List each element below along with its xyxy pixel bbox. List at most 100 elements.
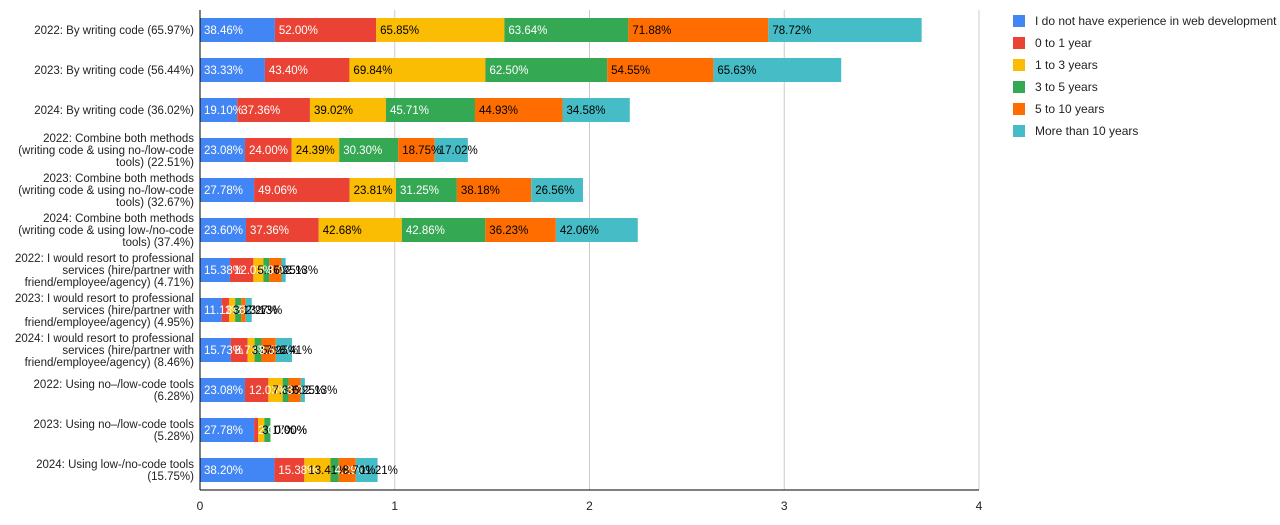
bar-segment <box>456 178 532 202</box>
bar-segment <box>401 218 486 242</box>
legend-item: 5 to 10 years <box>1013 98 1280 120</box>
data-label: 3.03% <box>267 265 300 277</box>
category-label-line: services (hire/partner with <box>62 345 194 357</box>
category-label-line: (writing code & using low-/no-code <box>18 225 194 237</box>
data-label: 37.36% <box>250 225 289 237</box>
category-label: 2024: I would resort to professional serv… <box>15 333 194 369</box>
data-label: 8.73% <box>235 345 268 357</box>
bar-segment <box>555 218 638 242</box>
bar-segment <box>485 58 608 82</box>
bar-segment <box>349 58 486 82</box>
legend-swatch <box>1013 81 1025 93</box>
bar-segment <box>253 258 264 282</box>
data-label: 42.68% <box>323 225 362 237</box>
bar-segment <box>269 258 282 282</box>
data-label: 33.33% <box>204 65 243 77</box>
data-labels: 38.46% 52.00% 65.85% 63.64% 71.88% 78.72% 33.3… <box>204 25 811 477</box>
data-label: 24.39% <box>296 145 335 157</box>
data-label: 65.85% <box>380 25 419 37</box>
bar-segment <box>254 178 350 202</box>
x-tick-label: 0 <box>197 499 204 513</box>
category-label: 2023: I would resort to professional serv… <box>15 293 194 329</box>
x-tick-label: 3 <box>781 499 788 513</box>
data-label: 23.08% <box>204 385 243 397</box>
category-label-line: (writing code & using no-/low-code <box>18 145 194 157</box>
bar-segment <box>398 138 435 162</box>
data-label: 7.25% <box>266 345 299 357</box>
bar-segment <box>713 58 842 82</box>
bar-segment <box>200 218 246 242</box>
category-label: 2023: Combine both methods (writing code … <box>18 173 194 209</box>
data-label: 39.02% <box>314 105 353 117</box>
data-label: 2.13% <box>286 265 319 277</box>
data-label: 8.41% <box>280 345 313 357</box>
data-label: 12.03% <box>249 385 288 397</box>
bar-segment <box>229 258 254 282</box>
x-tick-label: 2 <box>586 499 593 513</box>
category-label-line: tools) (22.51%) <box>116 157 194 169</box>
stacked-bar-chart: 38.46% 52.00% 65.85% 63.64% 71.88% 78.72% 33.3… <box>15 10 983 513</box>
data-label: 52.00% <box>279 25 318 37</box>
bar-segment <box>244 378 269 402</box>
category-label-line: friend/employee/agency) (4.71%) <box>25 277 195 289</box>
data-label: 2.08% <box>258 425 291 437</box>
bar-segment <box>247 338 255 362</box>
category-label-line: (6.28%) <box>154 391 194 403</box>
data-label: 34.58% <box>566 105 605 117</box>
legend-label: 1 to 3 years <box>1035 58 1098 72</box>
bar-segments <box>200 18 922 482</box>
data-label: 23.60% <box>204 225 243 237</box>
data-label: 11.11% <box>204 305 241 317</box>
data-label: 3.17% <box>262 425 295 437</box>
data-label: 71.88% <box>632 25 671 37</box>
category-label-line: 2024: By writing code (36.02%) <box>34 105 194 117</box>
bar-segment <box>607 58 714 82</box>
data-label: 38.46% <box>204 25 243 37</box>
category-label-line: 2023: I would resort to professional <box>15 293 194 305</box>
legend-swatch <box>1013 37 1025 49</box>
category-label-line: 2022: Combine both methods <box>43 133 194 145</box>
category-label-line: 2022: By writing code (65.97%) <box>34 25 194 37</box>
legend-label: I do not have experience in web developm… <box>1035 14 1277 28</box>
data-label: 24.00% <box>249 145 288 157</box>
data-label: 5.17% <box>257 265 290 277</box>
bar-segment <box>396 178 457 202</box>
data-label: 8.70% <box>343 465 376 477</box>
chart-legend: I do not have experience in web developm… <box>1013 10 1280 142</box>
gridlines <box>394 10 980 490</box>
category-label-line: (15.75%) <box>147 471 194 483</box>
category-label: 2024: Combine both methods (writing code … <box>18 213 194 249</box>
bar-segment <box>241 298 246 322</box>
data-label: 27.78% <box>204 185 243 197</box>
legend-swatch <box>1013 103 1025 115</box>
bar-segment <box>200 258 230 282</box>
bar-segment <box>200 458 275 482</box>
data-label: 65.63% <box>717 65 756 77</box>
bar-segment <box>228 298 236 322</box>
bar-segment <box>349 178 397 202</box>
category-label-line: services (hire/partner with <box>62 305 194 317</box>
category-label-line: tools) (32.67%) <box>116 197 194 209</box>
data-label: 3.03% <box>287 385 320 397</box>
category-label: 2023: Using no–/low-code tools (5.28%) <box>34 419 195 443</box>
legend-label: 0 to 1 year <box>1035 36 1092 50</box>
bar-segment <box>274 458 305 482</box>
bar-segment <box>338 458 356 482</box>
bar-segment <box>200 98 238 122</box>
category-label-line: 2023: By writing code (56.44%) <box>34 65 194 77</box>
bar-segment <box>245 218 319 242</box>
bar-segment <box>230 338 248 362</box>
data-label: 69.84% <box>353 65 392 77</box>
data-label: 38.18% <box>461 185 500 197</box>
bar-segment <box>504 18 629 42</box>
bar-segment <box>245 298 252 322</box>
data-label: 38.20% <box>204 465 243 477</box>
bar-segment <box>264 58 350 82</box>
legend-item: 1 to 3 years <box>1013 54 1280 76</box>
bar-segment <box>531 178 583 202</box>
data-label: 17.02% <box>439 145 478 157</box>
data-label: 3.57% <box>252 345 285 357</box>
data-label: 3.13% <box>250 305 283 317</box>
bar-segment <box>237 98 310 122</box>
bar-segment <box>274 18 377 42</box>
